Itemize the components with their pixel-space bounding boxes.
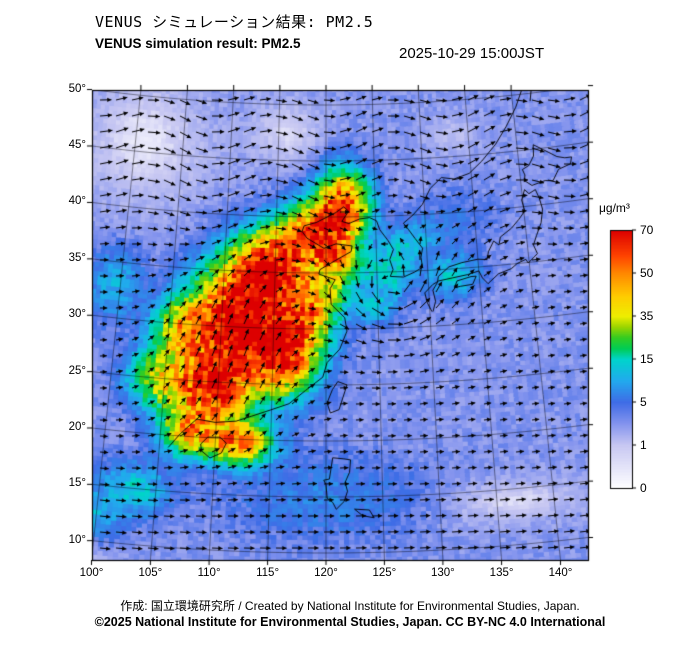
colorbar-unit-label: μg/m³	[599, 201, 630, 215]
page-title-japanese: VENUS シミュレーション結果: PM2.5	[95, 13, 374, 31]
forecast-timestamp: 2025-10-29 15:00JST	[399, 45, 545, 62]
copyright-line: ©2025 National Institute for Environment…	[94, 615, 606, 629]
page-title-english: VENUS simulation result: PM2.5	[95, 36, 301, 51]
credit-line: 作成: 国立環境研究所 / Created by National Instit…	[120, 599, 580, 613]
